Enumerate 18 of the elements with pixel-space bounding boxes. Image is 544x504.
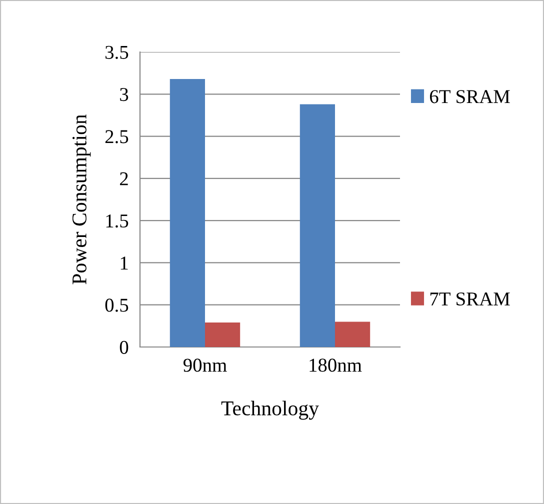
y-tick-label: 0.5 [105,298,128,312]
bar [205,322,240,347]
legend-label: 6T SRAM [430,90,510,104]
y-axis-title: Power Consumption [72,114,91,284]
y-tick-label: 3.5 [106,46,128,60]
y-tick-label: 0 [120,340,128,354]
bar [335,322,370,347]
y-tick-label: 2.5 [105,130,128,144]
y-tick-label: 1.5 [106,214,128,228]
x-tick-label: 180nm [310,358,362,372]
y-tick-label: 3 [120,88,128,102]
x-tick-label: 90nm [183,358,227,372]
bar [170,78,205,347]
legend-label: 7T SRAM [430,292,510,306]
bar [300,104,335,347]
y-tick-label: 2 [120,172,128,186]
x-axis-title: Technology [221,400,319,420]
y-tick-label: 1 [120,256,128,270]
